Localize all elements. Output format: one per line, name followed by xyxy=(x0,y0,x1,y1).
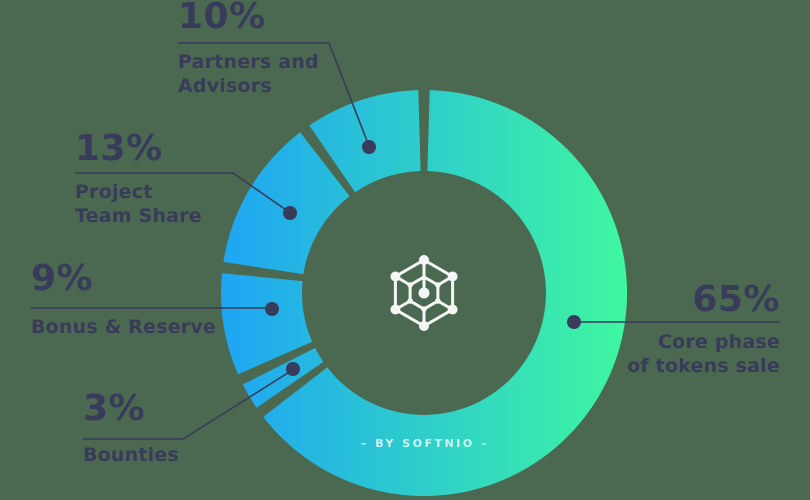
donut-segment-bonus-reserve xyxy=(221,273,313,375)
leader-dot-project xyxy=(283,206,297,220)
donut-segments xyxy=(221,90,628,497)
callout-label-project: Project Team Share xyxy=(75,181,202,228)
logo-outer-node xyxy=(419,255,429,265)
callout-value-project: 13% xyxy=(75,128,163,169)
leader-dot-bonus xyxy=(265,302,279,316)
callout-leader-lines xyxy=(31,42,780,440)
network-cube-icon xyxy=(390,255,458,331)
leader-dot-partners xyxy=(362,140,376,154)
leader-line-bounties xyxy=(83,370,292,440)
logo-outer-node xyxy=(447,304,458,315)
logo-inner-node xyxy=(435,282,441,288)
leader-dot-bounties xyxy=(286,362,300,376)
callout-value-bounties: 3% xyxy=(83,388,146,429)
logo-inner-node xyxy=(407,282,413,288)
leader-line-project xyxy=(75,172,290,213)
callout-value-core: 65% xyxy=(692,279,780,320)
callout-value-bonus: 9% xyxy=(31,258,94,299)
logo-outer-node xyxy=(390,304,401,315)
logo-inner-node xyxy=(407,298,413,304)
callout-label-bonus: Bonus & Reserve xyxy=(31,316,217,338)
donut-segment-project-team-share xyxy=(223,132,350,275)
donut-segment-partners-and-advisors xyxy=(309,90,421,193)
donut-segment-core-phase-of-tokens-sale xyxy=(263,90,628,497)
logo-inner-node xyxy=(435,298,441,304)
callout-label-core: Core phase of tokens sale xyxy=(627,331,780,378)
callout-label-partners: Partners and Advisors xyxy=(178,51,319,98)
watermark-by-softnio: – BY SOFTNIO – xyxy=(360,437,490,450)
callout-value-partners: 10% xyxy=(178,0,266,37)
leader-line-partners xyxy=(178,42,370,147)
logo-outer-node xyxy=(447,271,458,282)
leader-dot-core xyxy=(567,315,581,329)
callout-label-bounties: Bounties xyxy=(83,444,179,466)
logo-outer-node xyxy=(390,271,401,282)
donut-segment-bounties xyxy=(242,348,324,408)
logo-outer-node xyxy=(419,321,429,331)
logo-inner-node xyxy=(421,306,427,312)
logo-center-node xyxy=(418,287,430,299)
